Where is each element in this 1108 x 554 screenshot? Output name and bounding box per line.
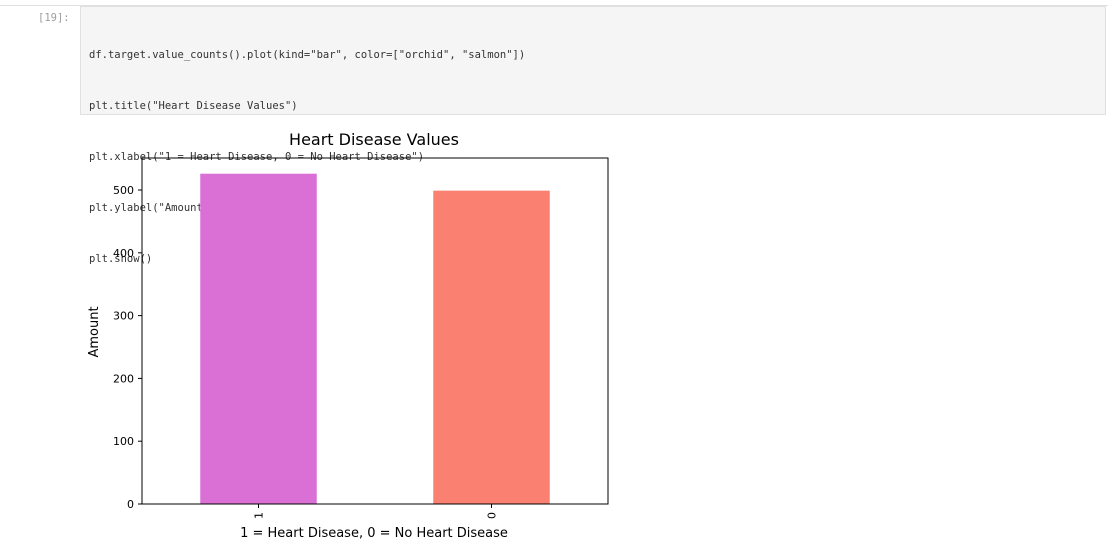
execution-count: [19]: [38,12,70,24]
code-line-1[interactable]: df.target.value_counts().plot(kind="bar"… [89,49,526,61]
code-line-2[interactable]: plt.title("Heart Disease Values") [89,100,298,112]
code-lines[interactable]: df.target.value_counts().plot(kind="bar"… [89,13,525,302]
code-line-4[interactable]: plt.ylabel("Amount") [89,202,216,214]
y-tick-label: 200 [113,372,134,385]
x-axis-label: 1 = Heart Disease, 0 = No Heart Disease [240,526,508,541]
y-tick-label: 0 [127,498,134,511]
y-axis-label: Amount [87,306,102,357]
code-line-3[interactable]: plt.xlabel("1 = Heart Disease, 0 = No He… [89,151,425,163]
y-tick-label: 300 [113,310,134,323]
notebook-cell[interactable]: [19]: df.target.value_counts().plot(kind… [0,6,1108,550]
bar-chart: Heart Disease Values Amount 1 = Heart Di… [87,130,609,541]
bar-0 [433,190,550,504]
y-tick-label: 100 [113,435,134,448]
cell-output: Heart Disease Values Amount 1 = Heart Di… [80,121,640,550]
code-editor[interactable]: df.target.value_counts().plot(kind="bar"… [80,6,1106,265]
chart-title: Heart Disease Values [289,130,459,149]
bar-1 [200,173,317,504]
x-tick-label: 0 [486,512,499,519]
y-tick-label: 500 [113,184,134,197]
x-tick-label: 1 [253,512,266,519]
code-line-5[interactable]: plt.show() [89,253,153,265]
y-tick-label: 400 [113,247,134,260]
plot-frame [141,157,609,505]
top-divider [0,0,1108,6]
plot-area: 0 100 200 300 400 500 1 0 [113,157,609,519]
